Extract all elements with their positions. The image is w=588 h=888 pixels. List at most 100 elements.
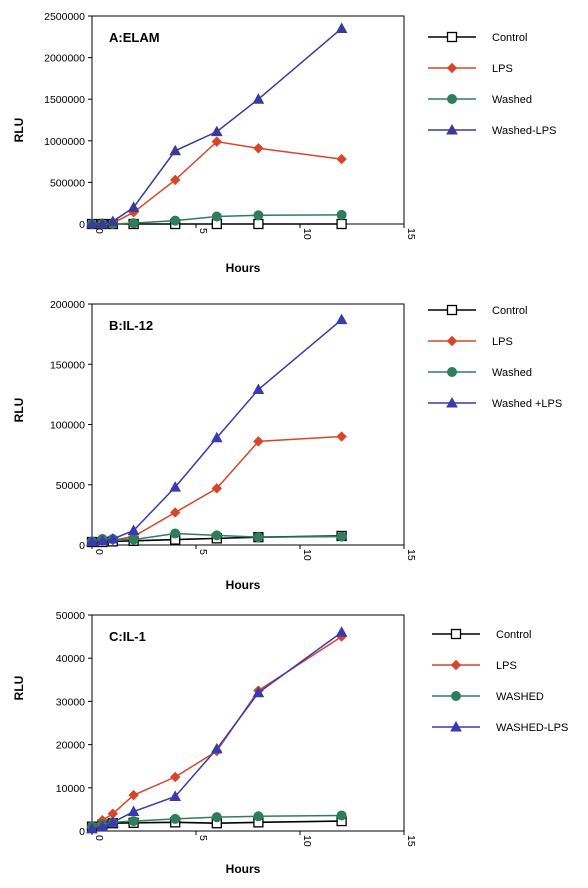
chart-title: C:IL-1 <box>109 629 146 644</box>
data-point <box>96 534 109 546</box>
data-point <box>128 816 139 827</box>
x-axis-title: Hours <box>226 862 261 876</box>
y-axis-title: RLU <box>12 676 26 701</box>
legend-label: Control <box>496 629 531 641</box>
y-tick-label: 150000 <box>50 359 85 371</box>
y-tick-label: 30000 <box>56 696 85 708</box>
chart-panel-3: 0 10000 20000 30000 40000 50000 0 5 10 15 C:IL-1 RL… <box>12 610 568 876</box>
data-point <box>106 532 119 544</box>
legend-label: LPS <box>496 660 517 672</box>
y-tick-label: 50000 <box>56 610 85 622</box>
data-point <box>106 816 119 827</box>
y-tick-label: 40000 <box>56 653 85 665</box>
data-point <box>252 93 265 104</box>
y-tick-label: 10000 <box>56 783 85 795</box>
data-point <box>127 201 140 212</box>
legend-label: Washed +LPS <box>492 398 562 410</box>
data-point <box>253 143 264 154</box>
data-point <box>106 215 119 227</box>
legend-marker <box>446 31 458 43</box>
data-point <box>127 524 140 536</box>
data-point <box>335 626 348 637</box>
x-axis-title: Hours <box>226 578 261 592</box>
data-point <box>169 507 181 518</box>
data-point <box>253 218 264 230</box>
y-tick-label: 0 <box>79 219 85 231</box>
legend-label: Control <box>492 305 527 317</box>
data-point <box>336 431 347 442</box>
data-point <box>169 174 181 186</box>
series-lps <box>86 631 347 832</box>
series-line <box>91 635 343 828</box>
data-point <box>336 153 347 165</box>
data-point <box>211 483 223 494</box>
x-tick-label: 10 <box>301 835 313 847</box>
y-tick-label: 50000 <box>56 480 85 492</box>
data-point <box>86 822 98 834</box>
legend: Control LPS Washed Washed-LPS <box>428 31 556 137</box>
data-point <box>335 313 348 325</box>
series-washed-lps <box>86 313 348 546</box>
legend-marker <box>451 691 461 701</box>
chart-title: B:IL-12 <box>109 318 153 333</box>
legend-marker <box>446 62 458 74</box>
series-line <box>91 319 343 543</box>
data-point <box>169 771 181 783</box>
plot-frame <box>91 15 405 225</box>
data-point <box>335 22 348 33</box>
data-point <box>211 812 222 823</box>
legend-marker <box>446 396 458 408</box>
y-tick-label: 1000000 <box>44 136 85 148</box>
legend-label: Washed <box>492 367 532 379</box>
y-tick-label: 0 <box>79 826 85 838</box>
x-tick-label: 15 <box>405 835 417 847</box>
x-tick-label: 10 <box>301 228 313 240</box>
data-point <box>128 534 139 545</box>
data-point <box>211 530 222 541</box>
y-tick-label: 1500000 <box>44 94 85 106</box>
data-point <box>86 535 98 546</box>
data-point <box>253 210 264 221</box>
legend-marker <box>447 94 457 104</box>
x-tick-label: 10 <box>301 549 313 561</box>
data-point <box>170 528 181 539</box>
data-point <box>336 531 347 542</box>
y-tick-label: 500000 <box>50 177 85 189</box>
chart-panel-2: 0 50000 100000 150000 200000 0 5 10 15 B:IL-12 RLU… <box>12 299 562 592</box>
legend-label: Washed-LPS <box>492 125 556 137</box>
legend-label: LPS <box>492 336 513 348</box>
y-tick-label: 200000 <box>50 299 85 311</box>
data-point <box>127 805 140 817</box>
data-point <box>336 810 347 821</box>
x-tick-label: 5 <box>197 835 209 841</box>
data-point <box>252 686 265 698</box>
legend-label: WASHED <box>496 691 544 703</box>
legend-marker <box>446 335 458 347</box>
data-point <box>96 217 109 229</box>
x-tick-label: 15 <box>405 549 417 561</box>
data-point <box>210 125 223 137</box>
data-point <box>170 813 181 824</box>
data-point <box>128 218 139 229</box>
y-axis-title: RLU <box>12 398 26 423</box>
data-point <box>210 742 223 754</box>
series-washed-lps <box>86 626 348 834</box>
chart-panel-1: 0 500000 1000000 1500000 2000000 2500000 0 5 10 1… <box>12 11 556 275</box>
data-point <box>170 215 181 226</box>
x-tick-label: 15 <box>405 228 417 240</box>
y-axis-title: RLU <box>12 118 26 143</box>
legend-marker <box>450 720 462 732</box>
x-tick-label: 0 <box>93 228 105 234</box>
data-point <box>253 436 264 447</box>
data-point <box>86 217 98 229</box>
legend-marker <box>450 628 462 640</box>
legend-marker <box>447 367 457 377</box>
legend-label: Control <box>492 32 527 44</box>
data-point <box>253 532 264 543</box>
data-point <box>169 144 182 156</box>
legend-label: LPS <box>492 63 513 75</box>
legend-marker <box>446 123 458 135</box>
plot-frame <box>91 614 405 832</box>
data-point <box>169 790 182 801</box>
series-washed-lps <box>86 22 348 229</box>
